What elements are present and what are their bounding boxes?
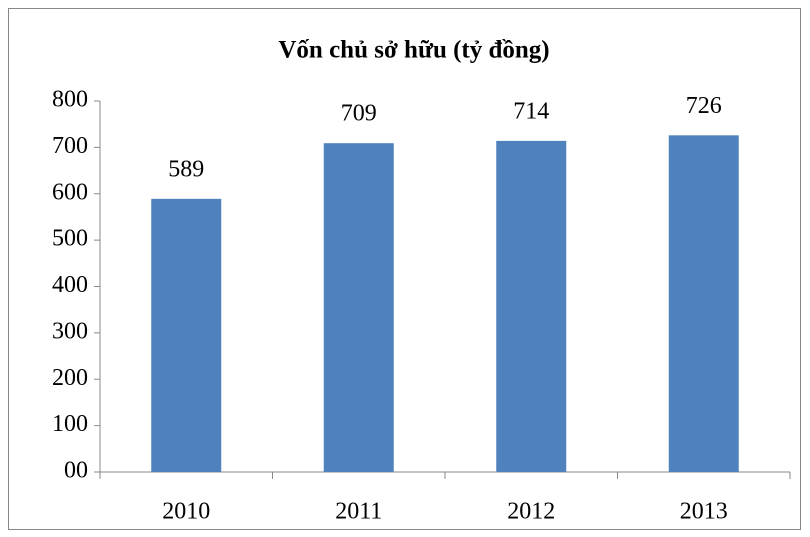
x-tick-label: 2012 [507, 499, 555, 525]
data-label: 709 [341, 101, 377, 127]
data-label: 726 [686, 93, 722, 119]
chart-title: Vốn chủ sở hữu (tỷ đồng) [278, 37, 549, 64]
y-tick-label: 600 [52, 179, 88, 205]
x-tick-label: 2011 [335, 499, 382, 525]
y-tick-label: 300 [52, 318, 88, 344]
chart-border [8, 8, 801, 530]
x-tick-label: 2010 [162, 499, 210, 525]
y-tick-label: 200 [52, 365, 88, 391]
bar [668, 135, 739, 472]
bar [151, 198, 222, 472]
y-tick-label: 400 [52, 272, 88, 298]
y-tick-label: 700 [52, 133, 88, 159]
data-label: 714 [513, 98, 549, 124]
y-tick-label: 800 [52, 87, 88, 113]
bar [496, 140, 567, 472]
y-tick-label: 00 [64, 458, 88, 484]
bar [323, 143, 394, 473]
x-tick-label: 2013 [680, 499, 728, 525]
y-tick-label: 500 [52, 226, 88, 252]
data-label: 589 [168, 156, 204, 182]
y-tick-label: 100 [52, 411, 88, 437]
